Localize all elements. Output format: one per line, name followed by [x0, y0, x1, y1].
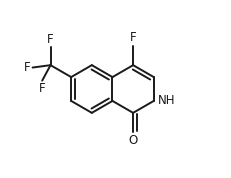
Text: F: F	[24, 61, 31, 74]
Text: F: F	[39, 82, 45, 95]
Text: F: F	[47, 33, 54, 46]
Text: O: O	[128, 134, 137, 147]
Text: NH: NH	[158, 94, 175, 107]
Text: F: F	[129, 31, 136, 44]
